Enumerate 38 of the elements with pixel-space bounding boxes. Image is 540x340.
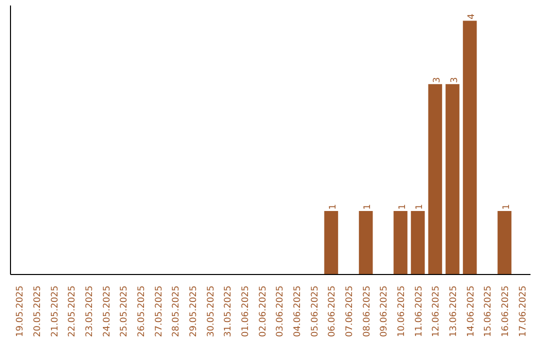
x-tick-label: 17.06.2025 bbox=[518, 286, 528, 338]
x-tick-label: 04.06.2025 bbox=[293, 286, 303, 338]
x-tick-label: 02.06.2025 bbox=[258, 286, 268, 338]
x-tick-label: 14.06.2025 bbox=[466, 286, 476, 338]
x-tick-label: 16.06.2025 bbox=[501, 286, 511, 338]
x-tick-label: 12.06.2025 bbox=[432, 286, 442, 338]
x-tick-label: 10.06.2025 bbox=[397, 286, 407, 338]
x-tick-label: 25.05.2025 bbox=[120, 286, 130, 338]
x-tick-label: 31.05.2025 bbox=[224, 286, 234, 338]
data-label: 1 bbox=[398, 204, 408, 210]
data-label: 3 bbox=[450, 77, 460, 83]
x-tick-label: 08.06.2025 bbox=[362, 286, 372, 338]
x-tick-label: 19.05.2025 bbox=[16, 286, 26, 338]
x-tick-label: 28.05.2025 bbox=[172, 286, 182, 338]
data-label: 1 bbox=[415, 204, 426, 210]
x-tick-label: 01.06.2025 bbox=[241, 286, 251, 338]
x-tick-label: 03.06.2025 bbox=[276, 286, 286, 338]
x-tick-label: 29.05.2025 bbox=[189, 286, 199, 338]
data-label: 1 bbox=[502, 204, 512, 210]
data-label: 1 bbox=[363, 204, 374, 210]
x-tick-label: 09.06.2025 bbox=[380, 286, 390, 338]
x-tick-label: 11.06.2025 bbox=[414, 286, 424, 338]
x-tick-label: 20.05.2025 bbox=[33, 286, 43, 338]
x-tick-label: 05.06.2025 bbox=[310, 286, 320, 338]
x-tick-label: 23.05.2025 bbox=[85, 286, 95, 338]
x-tick-label: 21.05.2025 bbox=[50, 286, 60, 338]
x-tick-label: 22.05.2025 bbox=[68, 286, 78, 338]
x-tick-label: 13.06.2025 bbox=[449, 286, 459, 338]
x-tick-label: 24.05.2025 bbox=[102, 286, 112, 338]
data-label: 1 bbox=[328, 204, 339, 210]
x-tick-label: 15.06.2025 bbox=[484, 286, 494, 338]
data-label: 3 bbox=[432, 77, 443, 83]
data-label: 4 bbox=[467, 13, 478, 20]
x-tick-label: 26.05.2025 bbox=[137, 286, 147, 338]
x-tick-label: 27.05.2025 bbox=[154, 286, 164, 338]
x-tick-label: 30.05.2025 bbox=[206, 286, 216, 338]
x-tick-label: 07.06.2025 bbox=[345, 286, 355, 338]
x-tick-label: 06.06.2025 bbox=[328, 286, 338, 338]
